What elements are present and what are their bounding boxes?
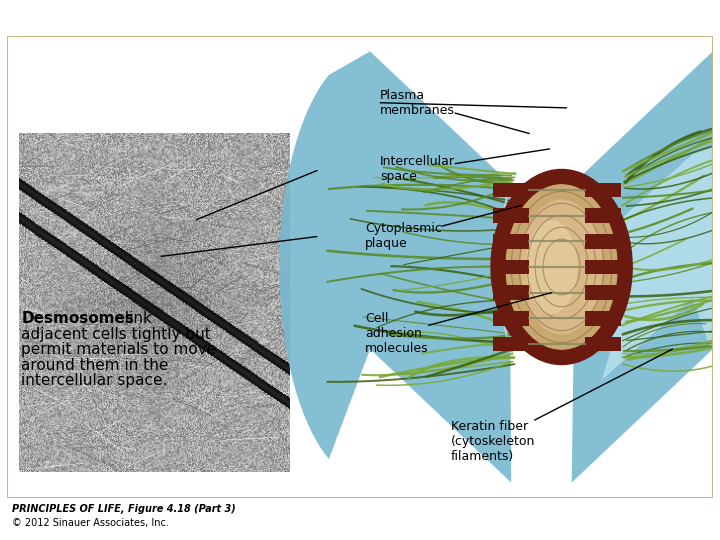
Ellipse shape xyxy=(526,221,577,313)
Text: Cytoplasmic
plaque: Cytoplasmic plaque xyxy=(365,205,521,250)
Text: adjacent cells tightly but: adjacent cells tightly but xyxy=(22,327,211,342)
Ellipse shape xyxy=(521,200,602,334)
Bar xyxy=(585,286,621,300)
Text: link: link xyxy=(120,312,152,327)
Bar xyxy=(493,234,529,248)
Bar xyxy=(585,311,621,326)
Bar xyxy=(585,260,621,274)
Bar xyxy=(493,208,529,223)
Bar xyxy=(493,183,529,197)
Bar xyxy=(493,260,529,274)
Text: Figure 4.18  Junctions Link Animal Cells (Part 3): Figure 4.18 Junctions Link Animal Cells … xyxy=(6,7,386,22)
Ellipse shape xyxy=(491,170,632,364)
Text: Cell
adhesion
molecules: Cell adhesion molecules xyxy=(365,293,552,355)
Text: PRINCIPLES OF LIFE, Figure 4.18 (Part 3): PRINCIPLES OF LIFE, Figure 4.18 (Part 3) xyxy=(12,504,235,514)
Bar xyxy=(493,337,529,351)
Text: Intercellular
space: Intercellular space xyxy=(380,149,549,184)
Polygon shape xyxy=(572,51,720,483)
Text: © 2012 Sinauer Associates, Inc.: © 2012 Sinauer Associates, Inc. xyxy=(12,518,169,528)
Text: Plasma
membranes: Plasma membranes xyxy=(380,89,529,133)
Text: around them in the: around them in the xyxy=(22,357,168,373)
Text: intercellular space.: intercellular space. xyxy=(22,373,168,388)
Bar xyxy=(585,183,621,197)
Bar xyxy=(585,234,621,248)
Ellipse shape xyxy=(506,185,617,349)
Polygon shape xyxy=(279,51,511,483)
Bar xyxy=(585,337,621,351)
Bar xyxy=(585,208,621,223)
Bar xyxy=(493,311,529,326)
Polygon shape xyxy=(602,143,720,392)
Text: Keratin fiber
(cytoskeleton
filaments): Keratin fiber (cytoskeleton filaments) xyxy=(451,349,672,463)
Text: Desmosomes: Desmosomes xyxy=(22,312,134,327)
Text: permit materials to move: permit materials to move xyxy=(22,342,217,357)
Bar xyxy=(493,286,529,300)
